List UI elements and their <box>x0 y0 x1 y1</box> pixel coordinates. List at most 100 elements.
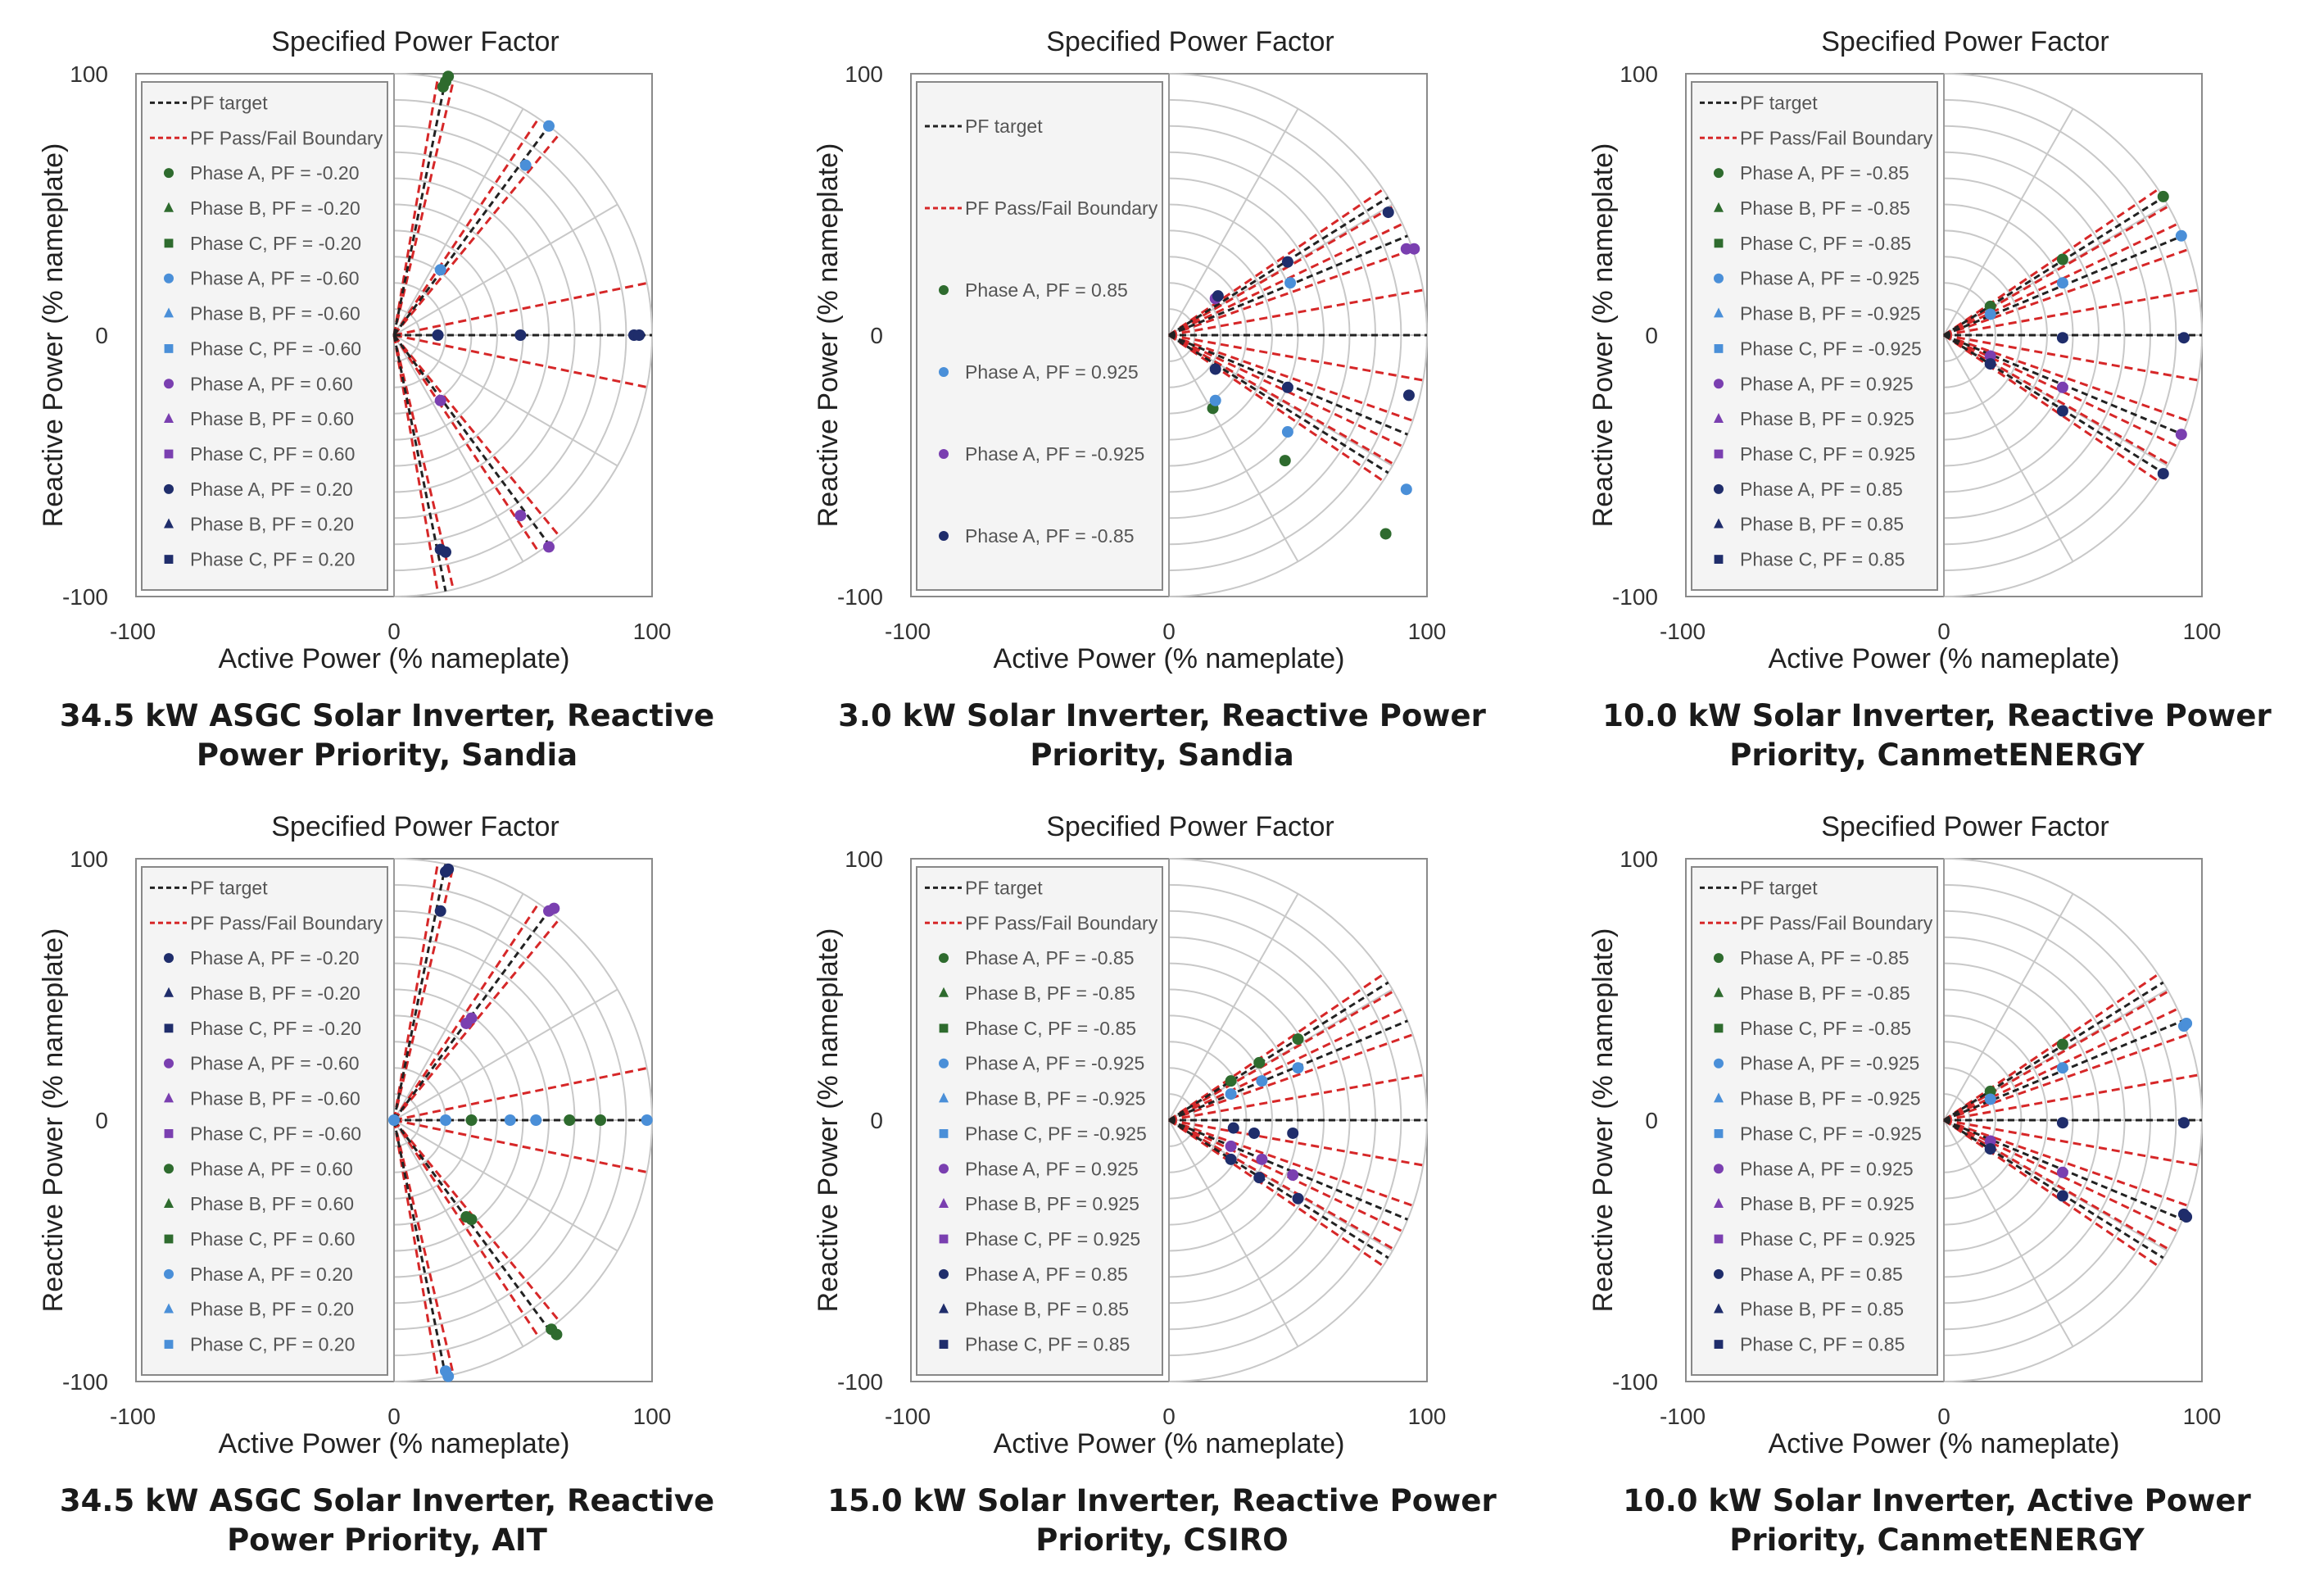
legend: PF targetPF Pass/Fail BoundaryPhase A, P… <box>142 867 387 1375</box>
chart-panel: Specified Power Factor PF target PF Pass/F… <box>775 785 1549 1570</box>
chart-caption: 10.0 kW Solar Inverter, Active Power Pri… <box>1599 1482 2275 1560</box>
y-tick-label: 100 <box>845 846 883 872</box>
legend-label: Phase C, PF = -0.85 <box>965 1018 1136 1039</box>
legend-label: Phase B, PF = 0.925 <box>965 1193 1139 1214</box>
legend-label: Phase B, PF = 0.85 <box>965 1299 1129 1320</box>
x-axis-title: Active Power (% nameplate) <box>994 1428 1345 1459</box>
point-marker <box>1715 344 1724 353</box>
y-axis-title: Reactive Power (% nameplate) <box>1588 143 1619 528</box>
legend-label: Phase C, PF = -0.925 <box>965 1123 1147 1144</box>
legend-label: Phase A, PF = 0.85 <box>965 1264 1128 1285</box>
point-marker <box>164 1059 174 1069</box>
data-point <box>2057 253 2068 265</box>
data-point <box>2057 1038 2068 1050</box>
y-tick-label: -100 <box>1612 1369 1658 1395</box>
chart-panel: Specified Power Factor PF target PF Pass/F… <box>0 785 774 1570</box>
data-point <box>505 1114 516 1126</box>
legend-label: Phase C, PF = -0.925 <box>1740 338 1922 359</box>
chart-panel: Specified Power Factor PF target PF Pass/F… <box>0 0 774 785</box>
data-point <box>442 70 454 82</box>
polar-chart: Specified Power Factor PF target PF Pass/F… <box>1550 785 2324 1570</box>
data-point <box>1256 1075 1267 1087</box>
polar-chart: Specified Power Factor PF target PF Pass/F… <box>0 0 774 785</box>
chart-title: Specified Power Factor <box>1821 811 2109 842</box>
data-point <box>564 1114 575 1126</box>
x-tick-label: 0 <box>1937 619 1950 644</box>
data-point <box>435 395 446 406</box>
x-tick-label: -100 <box>1660 619 1706 644</box>
data-point <box>1293 1193 1304 1205</box>
x-tick-label: -100 <box>885 619 931 644</box>
data-point <box>2057 1062 2068 1073</box>
legend-label: Phase B, PF = 0.20 <box>190 514 354 535</box>
data-point <box>1253 1057 1265 1069</box>
y-axis-title: Reactive Power (% nameplate) <box>38 928 69 1313</box>
data-point <box>1985 1093 1996 1105</box>
x-tick-label: 100 <box>1408 1404 1447 1429</box>
chart-caption: 3.0 kW Solar Inverter, Reactive Power Pr… <box>824 697 1500 775</box>
legend-label: Phase C, PF = 0.20 <box>190 549 355 570</box>
y-tick-label: 0 <box>870 1108 883 1133</box>
y-axis-title: Reactive Power (% nameplate) <box>813 928 844 1313</box>
x-axis-title: Active Power (% nameplate) <box>219 643 570 674</box>
point-marker <box>1714 274 1724 284</box>
data-point <box>1210 363 1221 374</box>
point-marker <box>165 238 174 247</box>
data-point <box>1225 1154 1237 1165</box>
legend-label: Phase B, PF = -0.60 <box>190 303 360 324</box>
legend-label: PF Pass/Fail Boundary <box>1740 912 1933 933</box>
legend-label: Phase B, PF = -0.20 <box>190 982 360 1004</box>
legend-label: Phase A, PF = 0.60 <box>190 373 353 394</box>
data-point <box>1225 1088 1237 1100</box>
legend-label: Phase C, PF = 0.925 <box>965 1228 1140 1250</box>
x-tick-label: -100 <box>885 1404 931 1429</box>
data-point <box>440 547 451 558</box>
caption-line: Power Priority, Sandia <box>49 736 725 775</box>
point-marker <box>1714 953 1724 963</box>
y-tick-label: -100 <box>837 584 883 610</box>
y-tick-label: 0 <box>1645 323 1658 348</box>
point-marker <box>165 555 174 564</box>
legend-label: Phase A, PF = -0.20 <box>190 162 359 184</box>
data-point <box>2057 277 2068 288</box>
legend-label: Phase C, PF = 0.60 <box>190 443 355 465</box>
legend-label: Phase A, PF = -0.60 <box>190 268 359 289</box>
data-point <box>543 120 555 132</box>
chart-title: Specified Power Factor <box>1046 811 1334 842</box>
y-tick-label: 100 <box>70 61 108 87</box>
chart-caption: 34.5 kW ASGC Solar Inverter, Reactive Po… <box>49 697 725 775</box>
legend-label: Phase A, PF = -0.85 <box>965 525 1134 547</box>
caption-line: Priority, CanmetENERGY <box>1599 1521 2275 1560</box>
y-axis-title: Reactive Power (% nameplate) <box>1588 928 1619 1313</box>
point-marker <box>164 484 174 494</box>
data-point <box>433 329 444 341</box>
chart-title: Specified Power Factor <box>271 811 559 842</box>
x-tick-label: 100 <box>2183 1404 2222 1429</box>
data-point <box>1985 358 1996 370</box>
legend-label: Phase A, PF = -0.20 <box>190 947 359 969</box>
polar-chart: Specified Power Factor PF target PF Pass/F… <box>0 785 774 1570</box>
legend-label: Phase C, PF = 0.925 <box>1740 443 1915 465</box>
data-point <box>1985 308 1996 320</box>
data-point <box>440 1114 451 1126</box>
data-point <box>1282 256 1293 268</box>
legend-label: Phase B, PF = 0.60 <box>190 1193 354 1214</box>
y-tick-label: 100 <box>70 846 108 872</box>
point-marker <box>1715 450 1724 459</box>
legend-label: Phase B, PF = -0.925 <box>965 1088 1146 1109</box>
point-marker <box>1715 555 1724 564</box>
data-point <box>2181 1018 2192 1029</box>
legend-label: Phase B, PF = 0.20 <box>190 1299 354 1320</box>
point-marker <box>1714 1164 1724 1173</box>
legend: PF targetPF Pass/Fail BoundaryPhase A, P… <box>917 82 1162 590</box>
data-point <box>1210 395 1221 406</box>
point-marker <box>939 953 949 963</box>
data-point <box>466 1013 478 1024</box>
legend-label: Phase A, PF = 0.20 <box>190 479 353 500</box>
chart-panel: Specified Power Factor PF target PF Pass/F… <box>1550 785 2324 1570</box>
y-tick-label: -100 <box>1612 584 1658 610</box>
y-axis-title: Reactive Power (% nameplate) <box>38 143 69 528</box>
data-point <box>543 541 555 552</box>
caption-line: Power Priority, AIT <box>49 1521 725 1560</box>
point-marker <box>939 1164 949 1173</box>
